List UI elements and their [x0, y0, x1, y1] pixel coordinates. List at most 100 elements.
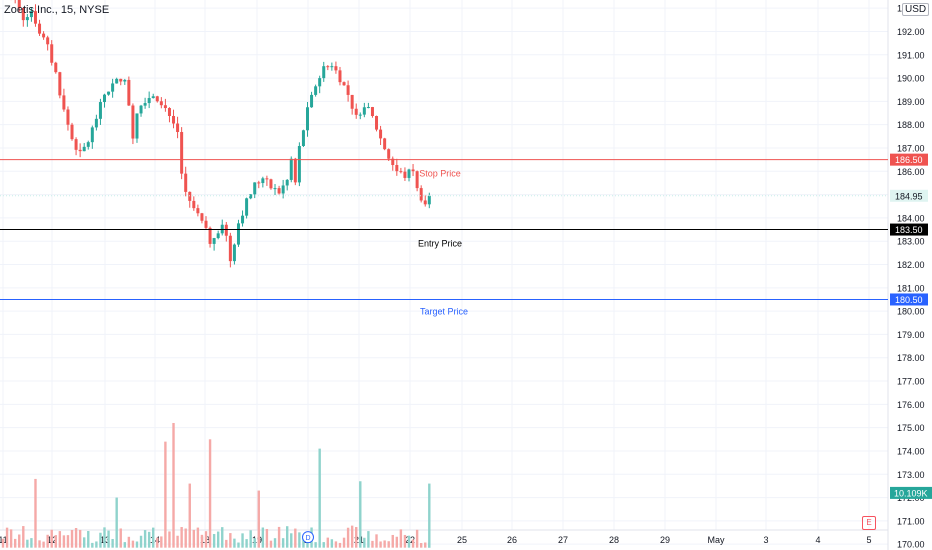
candle-body: [184, 173, 188, 192]
candle-body: [289, 158, 293, 180]
volume-bar: [168, 531, 171, 548]
volume-bar: [367, 531, 370, 548]
volume-bar: [342, 537, 346, 548]
candle-body: [66, 109, 70, 125]
volume-bar: [399, 529, 403, 548]
volume-bar: [34, 478, 37, 548]
candle-body: [180, 132, 184, 174]
volume-bar: [346, 527, 350, 548]
currency-button[interactable]: USD: [902, 3, 930, 16]
volume-bar: [70, 530, 74, 548]
volume-bar: [66, 535, 70, 548]
candle-body: [375, 116, 379, 130]
candle-body: [155, 96, 159, 102]
volume-bar: [379, 541, 382, 548]
volume-bar: [391, 534, 394, 548]
volume-bar: [212, 534, 216, 548]
volume-bar: [371, 540, 374, 548]
candle-body: [306, 107, 309, 131]
volume-bar: [403, 534, 407, 548]
candle-body: [383, 138, 387, 150]
volume-bar: [249, 530, 252, 548]
y-tick-label: 181.00: [897, 283, 925, 293]
candle-body: [188, 191, 192, 201]
candle-body: [281, 185, 285, 194]
volume-bar: [395, 536, 399, 548]
candle-body: [334, 66, 338, 71]
volume-bar: [103, 527, 106, 548]
candle-body: [301, 130, 305, 147]
candle-body: [200, 213, 204, 221]
last-price-label: 184.95: [895, 191, 923, 201]
volume-bar: [5, 527, 9, 548]
volume-bar: [229, 533, 232, 548]
x-tick-label: 4: [815, 535, 820, 545]
volume-bar: [350, 525, 354, 548]
volume-bar: [302, 536, 305, 548]
candle-body: [70, 124, 74, 140]
y-tick-label: 183.00: [897, 237, 925, 247]
candle-body: [139, 105, 143, 114]
candle-body: [249, 194, 253, 199]
volume-bar: [286, 526, 289, 548]
y-tick-label: 186.00: [897, 167, 925, 177]
y-tick-label: 187.00: [897, 143, 925, 153]
price-tag: [890, 293, 928, 306]
candle-body: [135, 113, 139, 139]
volume-bar: [363, 537, 366, 548]
volume-bar: [375, 534, 378, 548]
candle-body: [192, 200, 196, 209]
x-tick-label: 19: [252, 535, 262, 545]
volume-bar: [318, 448, 321, 548]
candle-body: [403, 171, 407, 178]
candle-body: [123, 79, 127, 82]
candle-body: [176, 123, 180, 133]
volume-bar: [253, 538, 256, 548]
price-tag-label: 183.50: [895, 225, 923, 235]
candle-body: [204, 220, 208, 228]
volume-bar: [9, 529, 13, 548]
candle-body: [273, 188, 277, 190]
candle-body: [103, 94, 106, 103]
candle-body: [78, 149, 82, 152]
volume-bar: [74, 528, 78, 548]
volume-bar: [184, 528, 187, 548]
volume-bar: [257, 490, 260, 548]
price-tag-label: 186.50: [895, 155, 923, 165]
candle-body: [366, 107, 370, 109]
volume-bar: [13, 538, 17, 548]
candle-body: [220, 224, 224, 234]
candle-body: [232, 244, 236, 262]
volume-bar: [241, 533, 244, 548]
y-tick-label: 178.00: [897, 353, 925, 363]
y-tick-label: 184.00: [897, 213, 925, 223]
volume-bar: [216, 531, 220, 548]
volume-bar: [54, 535, 57, 548]
candle-body: [143, 103, 147, 106]
volume-bar: [277, 526, 281, 548]
volume-bar: [314, 542, 317, 548]
earnings-settings-badge[interactable]: E: [862, 516, 876, 530]
volume-bar: [192, 529, 196, 548]
volume-bar: [180, 527, 183, 548]
candle-body: [90, 127, 94, 143]
candle-body: [127, 79, 131, 106]
y-tick-label: 175.00: [897, 423, 925, 433]
x-tick-label: 14: [150, 535, 160, 545]
candle-body: [98, 102, 102, 119]
volume-bar: [119, 528, 122, 548]
candle-body: [415, 171, 419, 189]
volume-bar: [42, 541, 45, 548]
candle-body: [46, 37, 50, 45]
y-tick-label: 173.00: [897, 470, 925, 480]
last-price-tag: [890, 189, 928, 202]
y-tick-label: 179.00: [897, 330, 925, 340]
symbol-title[interactable]: Zoetis Inc., 15, NYSE: [4, 4, 110, 16]
x-tick-label: 26: [507, 535, 517, 545]
candle-body: [38, 23, 42, 34]
price-tag: [890, 223, 928, 236]
volume-bar: [294, 528, 297, 548]
line-label: Target Price: [420, 306, 468, 316]
x-tick-label: 29: [660, 535, 670, 545]
